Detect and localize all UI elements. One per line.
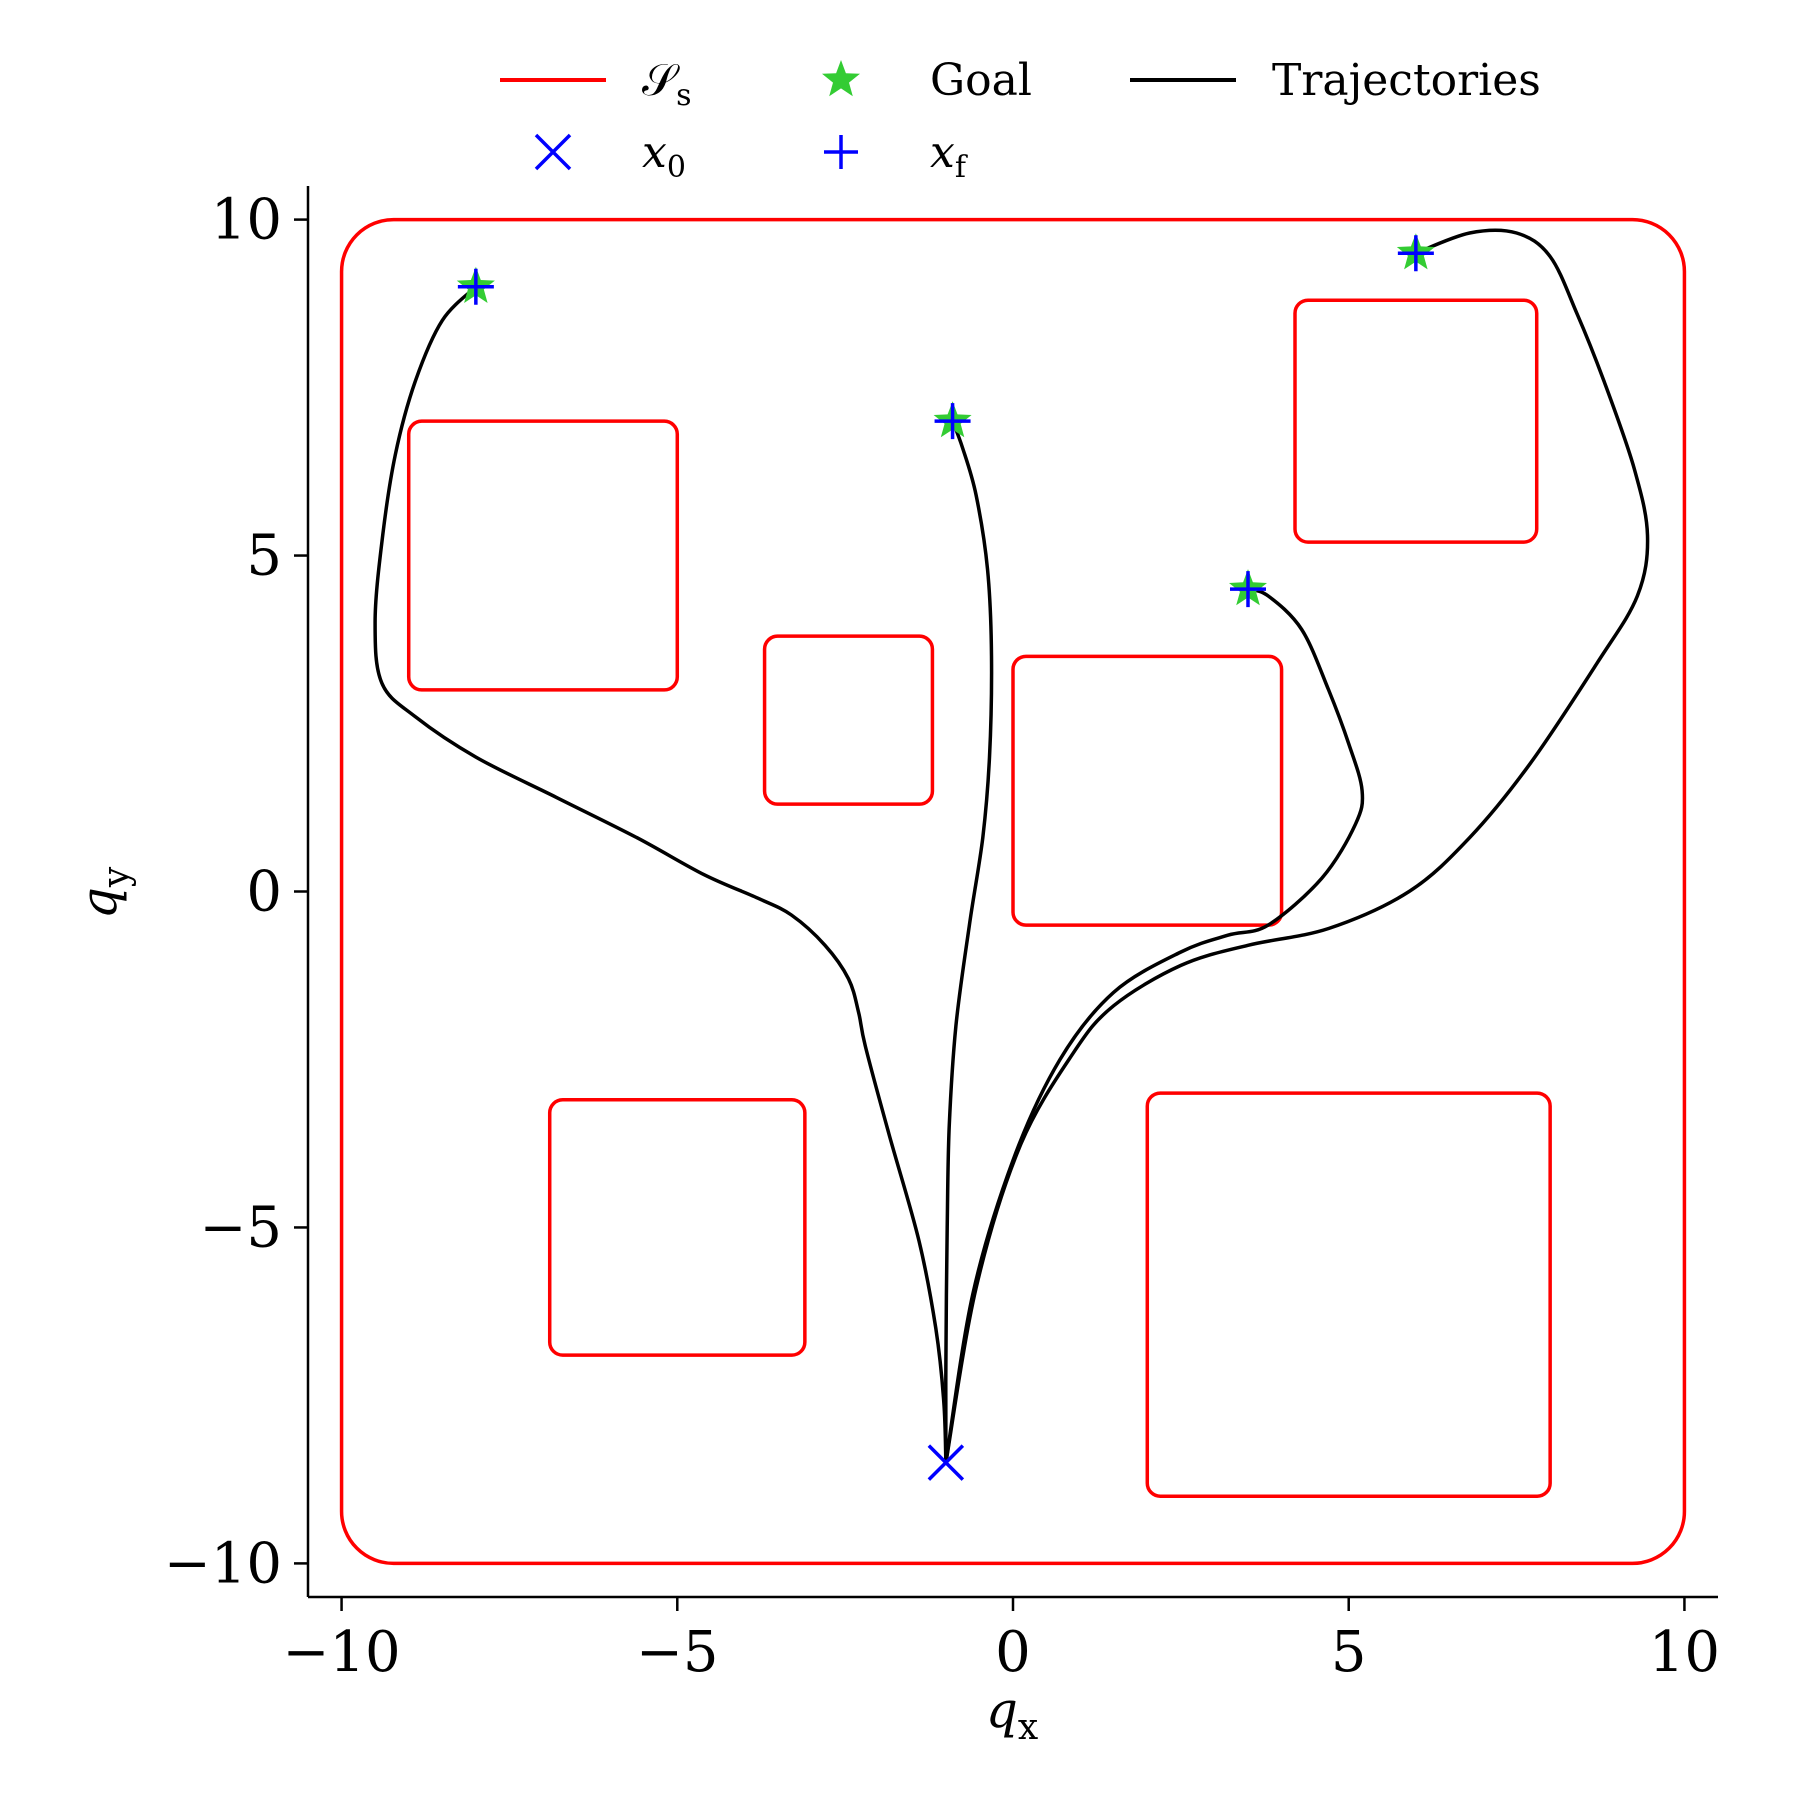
legend-label-x0: x0 (642, 127, 686, 185)
legend-label-goal: Goal (930, 55, 1032, 106)
x-axis-ticks: −10 −5 0 5 10 (282, 1597, 1720, 1685)
safe-set-layer (339, 217, 1687, 1566)
x-axis-title: qx (986, 1681, 1038, 1748)
legend-swatch-goal (822, 60, 860, 97)
legend-entry-x0: x0 (534, 127, 686, 185)
safe-set-obstacle-boundary (406, 419, 680, 692)
safe-set-obstacle-boundary (547, 1098, 807, 1357)
trajectory-line (944, 228, 1650, 1465)
legend-entry-safe_set: 𝒮s (500, 55, 691, 113)
safe-set-obstacle-boundary (762, 634, 935, 806)
legend-label-xf: xf (930, 127, 968, 185)
legend-entry-trajectories: Trajectories (1130, 55, 1541, 106)
trajectory-layer (373, 228, 1650, 1465)
legend-entry-goal: Goal (822, 55, 1032, 106)
final-state-marker (1230, 571, 1266, 608)
x-tick-label: 0 (995, 1620, 1031, 1685)
trajectory-line (944, 419, 994, 1465)
legend-entry-xf: xf (824, 127, 968, 185)
legend-swatch-x0 (534, 133, 572, 171)
y-tick-label: 10 (211, 188, 282, 253)
safe-set-outer-boundary (339, 217, 1687, 1566)
legend-label-safe_set: 𝒮s (642, 55, 691, 113)
safe-set-obstacle-boundary (1293, 298, 1539, 544)
y-tick-label: 5 (246, 524, 282, 589)
legend-swatch-xf (824, 135, 858, 169)
final-state-marker (934, 403, 971, 440)
x-tick-label: −5 (636, 1620, 719, 1685)
initial-state-marker (927, 1444, 965, 1481)
y-axis-ticks: −10 −5 0 5 10 (164, 188, 308, 1596)
x-tick-label: 5 (1331, 1620, 1367, 1685)
safe-set-obstacle-boundary (1011, 654, 1284, 927)
plot-region (339, 217, 1687, 1566)
legend: 𝒮s Goal Trajectories x0 xf (500, 55, 1541, 185)
safe-set-obstacle-boundary (1145, 1091, 1552, 1498)
y-axis-title: qy (70, 866, 137, 919)
trajectory-line (373, 285, 948, 1465)
trajectory-line (944, 587, 1365, 1465)
x-tick-label: −10 (282, 1620, 400, 1685)
marker-layer (456, 233, 1435, 1481)
y-tick-label: −10 (164, 1531, 282, 1596)
legend-label-trajectories: Trajectories (1272, 55, 1541, 106)
final-state-marker (457, 268, 494, 305)
final-state-marker (1397, 235, 1434, 272)
y-tick-label: −5 (199, 1195, 282, 1260)
y-tick-label: 0 (246, 860, 282, 925)
x-tick-label: 10 (1649, 1620, 1720, 1685)
